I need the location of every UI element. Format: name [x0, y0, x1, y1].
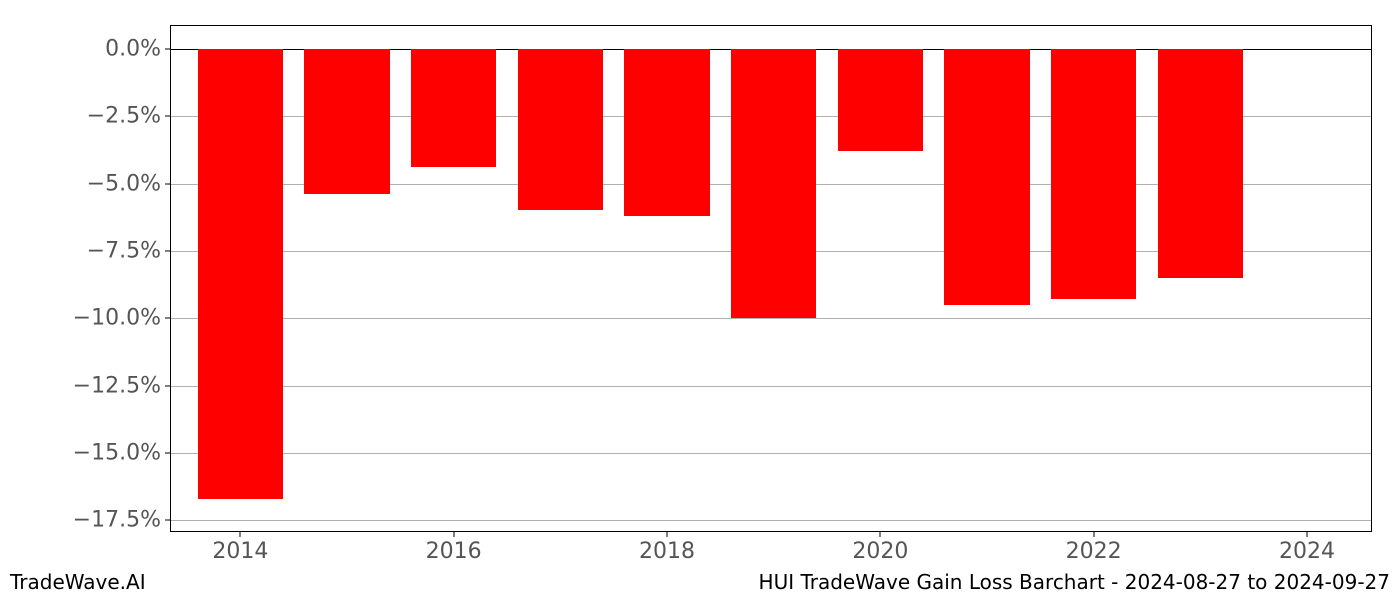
bar — [944, 49, 1029, 305]
y-tick-label: −12.5% — [73, 373, 171, 398]
bar — [518, 49, 603, 211]
bar — [198, 49, 283, 499]
footer-right-text: HUI TradeWave Gain Loss Barchart - 2024-… — [759, 570, 1390, 594]
x-tick-label: 2014 — [212, 531, 268, 564]
x-tick-label: 2016 — [426, 531, 482, 564]
x-tick-label: 2022 — [1066, 531, 1122, 564]
x-tick-label: 2024 — [1279, 531, 1335, 564]
y-gridline — [171, 520, 1371, 521]
x-tick-label: 2018 — [639, 531, 695, 564]
bar — [624, 49, 709, 216]
bar — [731, 49, 816, 318]
y-tick-label: −2.5% — [87, 104, 171, 129]
bar — [838, 49, 923, 151]
bar — [304, 49, 389, 194]
chart-container: 0.0% −2.5% −5.0% −7.5% −10.0% −12.5% −15.0% −17… — [0, 0, 1400, 600]
footer-left-text: TradeWave.AI — [10, 570, 146, 594]
y-tick-label: 0.0% — [105, 36, 171, 61]
y-gridline — [171, 318, 1371, 319]
bar — [411, 49, 496, 168]
bar — [1158, 49, 1243, 278]
y-tick-label: −10.0% — [73, 306, 171, 331]
y-tick-label: −7.5% — [87, 238, 171, 263]
plot-area: 0.0%−2.5%−5.0%−7.5%−10.0%−12.5%−15.0%−17… — [170, 25, 1372, 532]
x-tick-label: 2020 — [852, 531, 908, 564]
y-gridline — [171, 453, 1371, 454]
y-gridline — [171, 386, 1371, 387]
bar — [1051, 49, 1136, 299]
y-tick-label: −15.0% — [73, 440, 171, 465]
y-tick-label: −17.5% — [73, 508, 171, 533]
y-tick-label: −5.0% — [87, 171, 171, 196]
